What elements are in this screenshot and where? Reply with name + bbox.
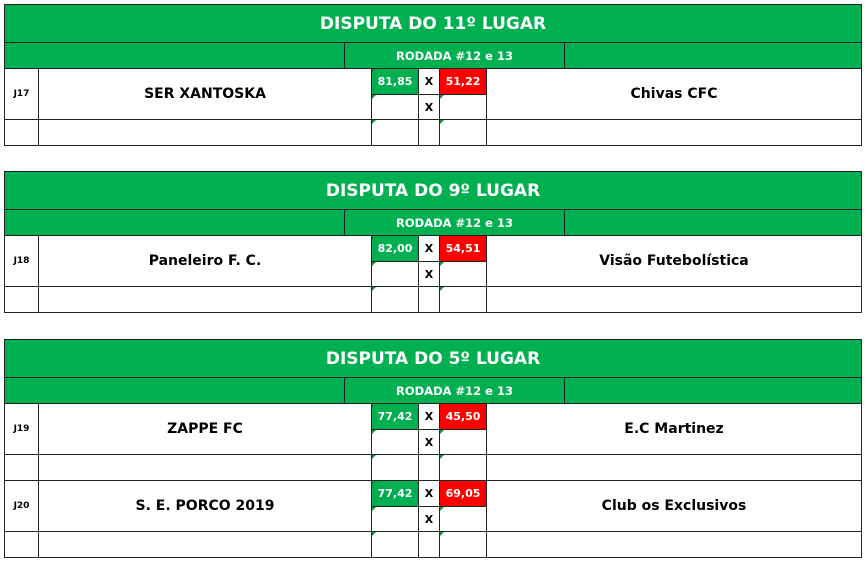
away-score-2[interactable] bbox=[440, 430, 487, 455]
away-score-2[interactable] bbox=[440, 507, 487, 532]
empty-cell bbox=[487, 120, 861, 145]
match-row: J18 Paneleiro F. C. 82,00 X 54,51 Visão … bbox=[5, 236, 861, 312]
block-title: DISPUTA DO 11º LUGAR bbox=[5, 5, 861, 43]
empty-cell bbox=[39, 532, 372, 557]
empty-cell bbox=[487, 287, 861, 312]
home-team: S. E. PORCO 2019 bbox=[39, 481, 372, 532]
empty-cell bbox=[372, 532, 419, 557]
home-score-2[interactable] bbox=[372, 95, 419, 120]
empty-cell bbox=[39, 287, 372, 312]
round-row: RODADA #12 e 13 bbox=[5, 43, 861, 69]
away-score[interactable]: 45,50 bbox=[440, 404, 487, 430]
empty-cell bbox=[5, 120, 39, 145]
vs-label: X bbox=[419, 69, 440, 95]
empty-cell bbox=[419, 532, 440, 557]
empty-cell bbox=[39, 455, 372, 480]
away-score[interactable]: 54,51 bbox=[440, 236, 487, 262]
home-score-2[interactable] bbox=[372, 507, 419, 532]
empty-cell bbox=[419, 287, 440, 312]
empty-cell bbox=[440, 455, 487, 480]
vs-label-2: X bbox=[419, 507, 440, 532]
away-team: Visão Futebolística bbox=[487, 236, 861, 287]
home-score[interactable]: 81,85 bbox=[372, 69, 419, 95]
empty-cell bbox=[372, 287, 419, 312]
empty-cell bbox=[5, 532, 39, 557]
round-label: RODADA #12 e 13 bbox=[345, 378, 565, 403]
empty-cell bbox=[487, 532, 861, 557]
match-code: J19 bbox=[5, 404, 39, 455]
round-label: RODADA #12 e 13 bbox=[345, 43, 565, 68]
home-team: ZAPPE FC bbox=[39, 404, 372, 455]
vs-label: X bbox=[419, 481, 440, 507]
vs-label-2: X bbox=[419, 262, 440, 287]
bracket-block: DISPUTA DO 5º LUGAR RODADA #12 e 13 J19 … bbox=[4, 339, 862, 558]
away-team: E.C Martinez bbox=[487, 404, 861, 455]
vs-label-2: X bbox=[419, 95, 440, 120]
home-team: SER XANTOSKA bbox=[39, 69, 372, 120]
empty-cell bbox=[440, 120, 487, 145]
away-score[interactable]: 51,22 bbox=[440, 69, 487, 95]
empty-cell bbox=[419, 120, 440, 145]
round-label: RODADA #12 e 13 bbox=[345, 210, 565, 235]
empty-cell bbox=[419, 455, 440, 480]
match-row: J19 ZAPPE FC 77,42 X 45,50 E.C Martinez … bbox=[5, 404, 861, 481]
empty-cell bbox=[440, 532, 487, 557]
empty-cell bbox=[5, 287, 39, 312]
match-code: J18 bbox=[5, 236, 39, 287]
away-score[interactable]: 69,05 bbox=[440, 481, 487, 507]
home-score-2[interactable] bbox=[372, 430, 419, 455]
round-row: RODADA #12 e 13 bbox=[5, 210, 861, 236]
home-score[interactable]: 77,42 bbox=[372, 404, 419, 430]
bracket-block: DISPUTA DO 9º LUGAR RODADA #12 e 13 J18 … bbox=[4, 171, 862, 313]
away-score-2[interactable] bbox=[440, 95, 487, 120]
home-score[interactable]: 82,00 bbox=[372, 236, 419, 262]
empty-cell bbox=[39, 120, 372, 145]
vs-label: X bbox=[419, 236, 440, 262]
vs-label: X bbox=[419, 404, 440, 430]
home-team: Paneleiro F. C. bbox=[39, 236, 372, 287]
match-code: J20 bbox=[5, 481, 39, 532]
empty-cell bbox=[5, 455, 39, 480]
home-score[interactable]: 77,42 bbox=[372, 481, 419, 507]
empty-cell bbox=[372, 455, 419, 480]
vs-label-2: X bbox=[419, 430, 440, 455]
block-title: DISPUTA DO 5º LUGAR bbox=[5, 340, 861, 378]
away-score-2[interactable] bbox=[440, 262, 487, 287]
match-row: J17 SER XANTOSKA 81,85 X 51,22 Chivas CF… bbox=[5, 69, 861, 145]
home-score-2[interactable] bbox=[372, 262, 419, 287]
match-code: J17 bbox=[5, 69, 39, 120]
away-team: Chivas CFC bbox=[487, 69, 861, 120]
empty-cell bbox=[372, 120, 419, 145]
round-row: RODADA #12 e 13 bbox=[5, 378, 861, 404]
bracket-block: DISPUTA DO 11º LUGAR RODADA #12 e 13 J17… bbox=[4, 4, 862, 146]
match-row: J20 S. E. PORCO 2019 77,42 X 69,05 Club … bbox=[5, 481, 861, 557]
block-title: DISPUTA DO 9º LUGAR bbox=[5, 172, 861, 210]
empty-cell bbox=[440, 287, 487, 312]
empty-cell bbox=[487, 455, 861, 480]
away-team: Club os Exclusivos bbox=[487, 481, 861, 532]
